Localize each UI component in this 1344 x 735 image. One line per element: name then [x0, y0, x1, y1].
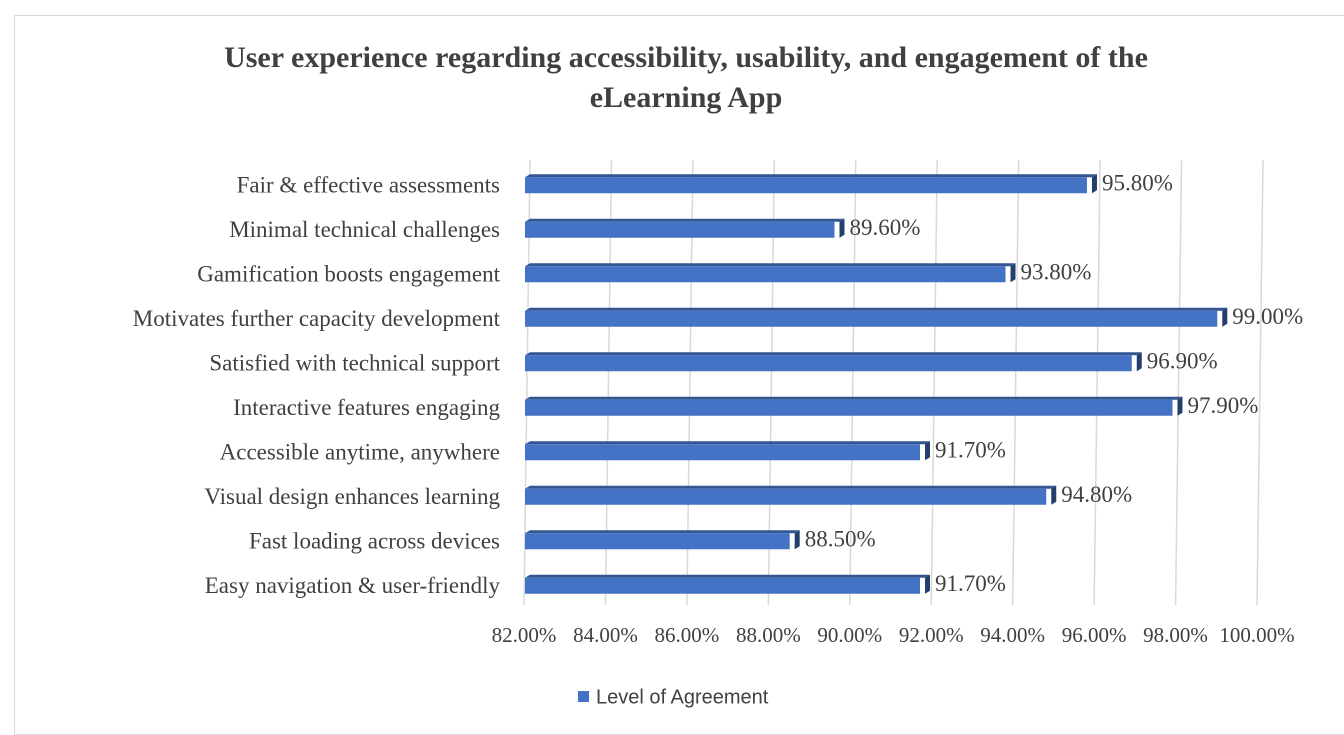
bar-side: [925, 441, 931, 461]
grid-line: [1174, 159, 1183, 606]
bar-side: [1010, 263, 1016, 283]
bar-side: [925, 574, 931, 594]
y-tick-label: Gamification boosts engagement: [197, 262, 500, 287]
data-label: 94.80%: [1061, 482, 1132, 507]
x-tick-label: 84.00%: [573, 623, 638, 647]
data-label: 97.90%: [1187, 393, 1258, 418]
x-tick-label: 92.00%: [899, 623, 964, 647]
x-tick-label: 82.00%: [492, 623, 557, 647]
data-label: 91.70%: [935, 571, 1006, 596]
y-tick-label: Fast loading across devices: [249, 529, 500, 554]
bar-side: [1051, 485, 1057, 505]
x-tick-label: 94.00%: [980, 623, 1045, 647]
data-label: 89.60%: [849, 215, 920, 240]
bar-side: [1177, 396, 1183, 416]
y-tick-label: Accessible anytime, anywhere: [220, 440, 500, 465]
bar: [525, 266, 1006, 283]
grid-line: [849, 159, 857, 606]
legend-swatch: [578, 691, 589, 702]
bar: [525, 355, 1132, 372]
bar: [525, 577, 921, 594]
bar-top: [525, 396, 1183, 400]
data-label: 96.90%: [1147, 349, 1218, 374]
bar-side: [1136, 352, 1142, 372]
bar: [525, 533, 790, 550]
bar: [525, 399, 1173, 416]
data-label: 88.50%: [805, 527, 876, 552]
y-tick-label: Satisfied with technical support: [209, 351, 500, 376]
x-tick-label: 86.00%: [655, 623, 720, 647]
data-label: 91.70%: [935, 438, 1006, 463]
bar-top: [525, 307, 1228, 311]
bar: [525, 488, 1047, 505]
x-tick-label: 98.00%: [1143, 623, 1208, 647]
y-tick-label: Minimal technical challenges: [229, 217, 500, 242]
bar: [525, 221, 835, 238]
legend-label: Level of Agreement: [596, 686, 769, 708]
y-tick-label: Motivates further capacity development: [133, 306, 501, 331]
bar-side: [794, 530, 800, 550]
y-tick-label: Interactive features engaging: [233, 395, 500, 420]
grid-line: [1011, 159, 1020, 606]
bar-top: [525, 574, 931, 578]
bar-top: [525, 218, 845, 222]
x-tick-label: 90.00%: [817, 623, 882, 647]
x-tick-label: 96.00%: [1062, 623, 1127, 647]
bar: [525, 177, 1087, 194]
bar-top: [525, 441, 931, 445]
bar-top: [525, 352, 1142, 356]
grid-line: [930, 159, 938, 606]
y-tick-label: Visual design enhances learning: [204, 484, 500, 509]
data-label: 93.80%: [1021, 260, 1092, 285]
data-label: 99.00%: [1232, 304, 1303, 329]
bar-side: [839, 218, 845, 238]
data-label: 95.80%: [1102, 171, 1173, 196]
x-tick-label: 88.00%: [736, 623, 801, 647]
bar-side: [1222, 307, 1228, 327]
bar-top: [525, 485, 1057, 489]
bar-top: [525, 530, 800, 534]
bar-top: [525, 263, 1016, 267]
grid-line: [1093, 159, 1101, 606]
chart-title: User experience regarding accessibility,…: [224, 41, 1148, 114]
bar-top: [525, 174, 1097, 178]
bar: [525, 310, 1218, 327]
y-tick-label: Easy navigation & user-friendly: [205, 573, 501, 598]
y-tick-label: Fair & effective assessments: [237, 173, 500, 198]
x-tick-label: 100.00%: [1219, 623, 1294, 647]
grid-line: [1256, 159, 1264, 606]
bar-side: [1091, 174, 1097, 194]
bar: [525, 444, 921, 461]
